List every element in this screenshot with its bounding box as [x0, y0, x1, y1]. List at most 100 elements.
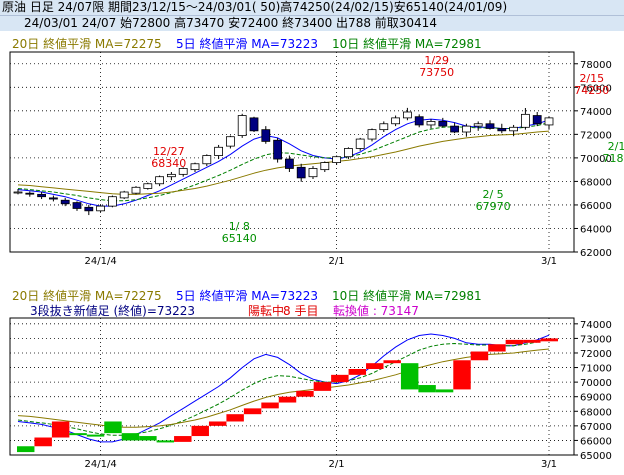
price-y-tick-label: 66000: [580, 201, 612, 212]
brick-y-tick-label: 67000: [580, 422, 612, 433]
candle-up: [155, 176, 165, 185]
brick-chart-title: 3段抜き新値足 (終値)=73223: [30, 304, 196, 318]
candle-up: [391, 117, 401, 125]
brick-reversal-value: 転換値 : 73147: [333, 304, 419, 318]
candle-down: [296, 166, 306, 179]
candle-down: [438, 121, 448, 127]
candle-up: [202, 155, 212, 165]
brick-x-tick-label: 2/1: [329, 459, 345, 470]
candle-up: [214, 146, 224, 156]
candle-up: [402, 111, 412, 119]
annotation-value: 73750: [419, 66, 454, 79]
annotation-value: 74250: [574, 84, 609, 97]
candle-down: [284, 158, 294, 169]
annotation-value: 65140: [222, 232, 257, 245]
up-brick: [366, 363, 384, 370]
up-brick: [34, 437, 52, 447]
annotation-value: 68340: [151, 157, 186, 170]
candle-down: [414, 116, 424, 126]
down-brick: [17, 446, 35, 453]
candle-down: [273, 139, 283, 160]
down-brick: [418, 385, 436, 393]
brick-y-tick-label: 69000: [580, 393, 612, 404]
brick-y-tick-label: 66000: [580, 436, 612, 447]
candle-up: [178, 168, 188, 175]
price-y-tick-label: 78000: [580, 60, 612, 71]
candle-up: [131, 186, 141, 194]
up-brick: [470, 351, 489, 361]
candle-down: [450, 125, 460, 133]
legend-ma10-brick: 10日 終値平滑 MA=72981: [332, 289, 482, 303]
candle-up: [143, 183, 153, 189]
ma20-line-price: [17, 130, 550, 195]
candle-down: [261, 129, 271, 142]
candle-up: [367, 129, 377, 140]
up-brick: [383, 360, 401, 364]
price-x-tick-label: 24/1/4: [85, 256, 117, 267]
up-brick: [243, 408, 262, 415]
annotation-date: 1/ 8: [229, 220, 250, 233]
candle-down: [497, 128, 507, 132]
down-brick: [104, 421, 122, 434]
price-y-tick-label: 70000: [580, 154, 612, 165]
brick-y-tick-label: 72000: [580, 349, 612, 360]
price-y-tick-label: 74000: [580, 107, 612, 118]
up-brick: [261, 402, 279, 409]
candle-down: [532, 115, 542, 125]
down-brick: [156, 440, 175, 443]
up-brick: [174, 436, 192, 442]
candle-up: [509, 126, 519, 132]
down-brick: [139, 436, 157, 441]
up-brick: [278, 396, 297, 403]
annotation-date: 2/16: [608, 140, 624, 153]
price-y-tick-label: 68000: [580, 177, 612, 188]
brick-y-tick-label: 73000: [580, 334, 612, 345]
up-brick: [208, 421, 227, 426]
legend-ma5-brick: 5日 終値平滑 MA=73223: [176, 289, 319, 303]
ma10-line-brick: [17, 338, 550, 436]
candle-up: [461, 125, 471, 133]
legend-ma5-price: 5日 終値平滑 MA=73223: [176, 37, 319, 51]
up-brick: [505, 339, 524, 345]
candle-up: [521, 113, 530, 128]
brick-x-tick-label: 24/1/4: [85, 459, 117, 470]
up-brick: [296, 390, 314, 397]
candle-down: [37, 193, 46, 198]
up-brick: [331, 374, 349, 383]
candle-up: [119, 191, 129, 199]
up-brick: [51, 421, 70, 438]
up-brick: [540, 338, 558, 342]
candle-up: [544, 117, 554, 126]
ma5-line-price: [17, 118, 550, 207]
candle-down: [49, 197, 58, 200]
brick-count: 8 手目: [283, 304, 319, 318]
candle-up: [13, 191, 23, 194]
up-brick: [226, 414, 244, 422]
candle-up: [343, 148, 353, 158]
annotation-date: 2/ 5: [482, 188, 503, 201]
chart-header-period: 原油 日足 24/07限 期間23/12/15〜24/03/01( 50)高74…: [0, 0, 624, 16]
candle-up: [225, 136, 235, 147]
annotation-date: 2/15: [579, 72, 604, 85]
up-brick: [348, 369, 367, 375]
legend-ma20-brick: 20日 終値平滑 MA=72275: [12, 289, 162, 303]
brick-y-tick-label: 70000: [580, 378, 612, 389]
price-y-tick-label: 72000: [580, 130, 612, 141]
price-y-tick-label: 64000: [580, 224, 612, 235]
candle-up: [320, 162, 330, 171]
annotation-date: 1/29: [424, 54, 449, 67]
down-brick: [435, 389, 454, 393]
brick-y-tick-label: 68000: [580, 407, 612, 418]
candle-down: [249, 117, 259, 132]
annotation-value: 67970: [476, 200, 511, 213]
candle-down: [72, 202, 82, 209]
annotation-value: 71800: [603, 152, 624, 165]
up-brick: [313, 382, 332, 391]
candle-down: [84, 206, 94, 212]
candle-up: [308, 168, 318, 178]
up-brick: [453, 360, 471, 390]
candle-up: [426, 121, 436, 126]
candle-up: [96, 205, 105, 212]
legend-ma10-price: 10日 終値平滑 MA=72981: [332, 37, 482, 51]
brick-y-tick-label: 71000: [580, 364, 612, 375]
